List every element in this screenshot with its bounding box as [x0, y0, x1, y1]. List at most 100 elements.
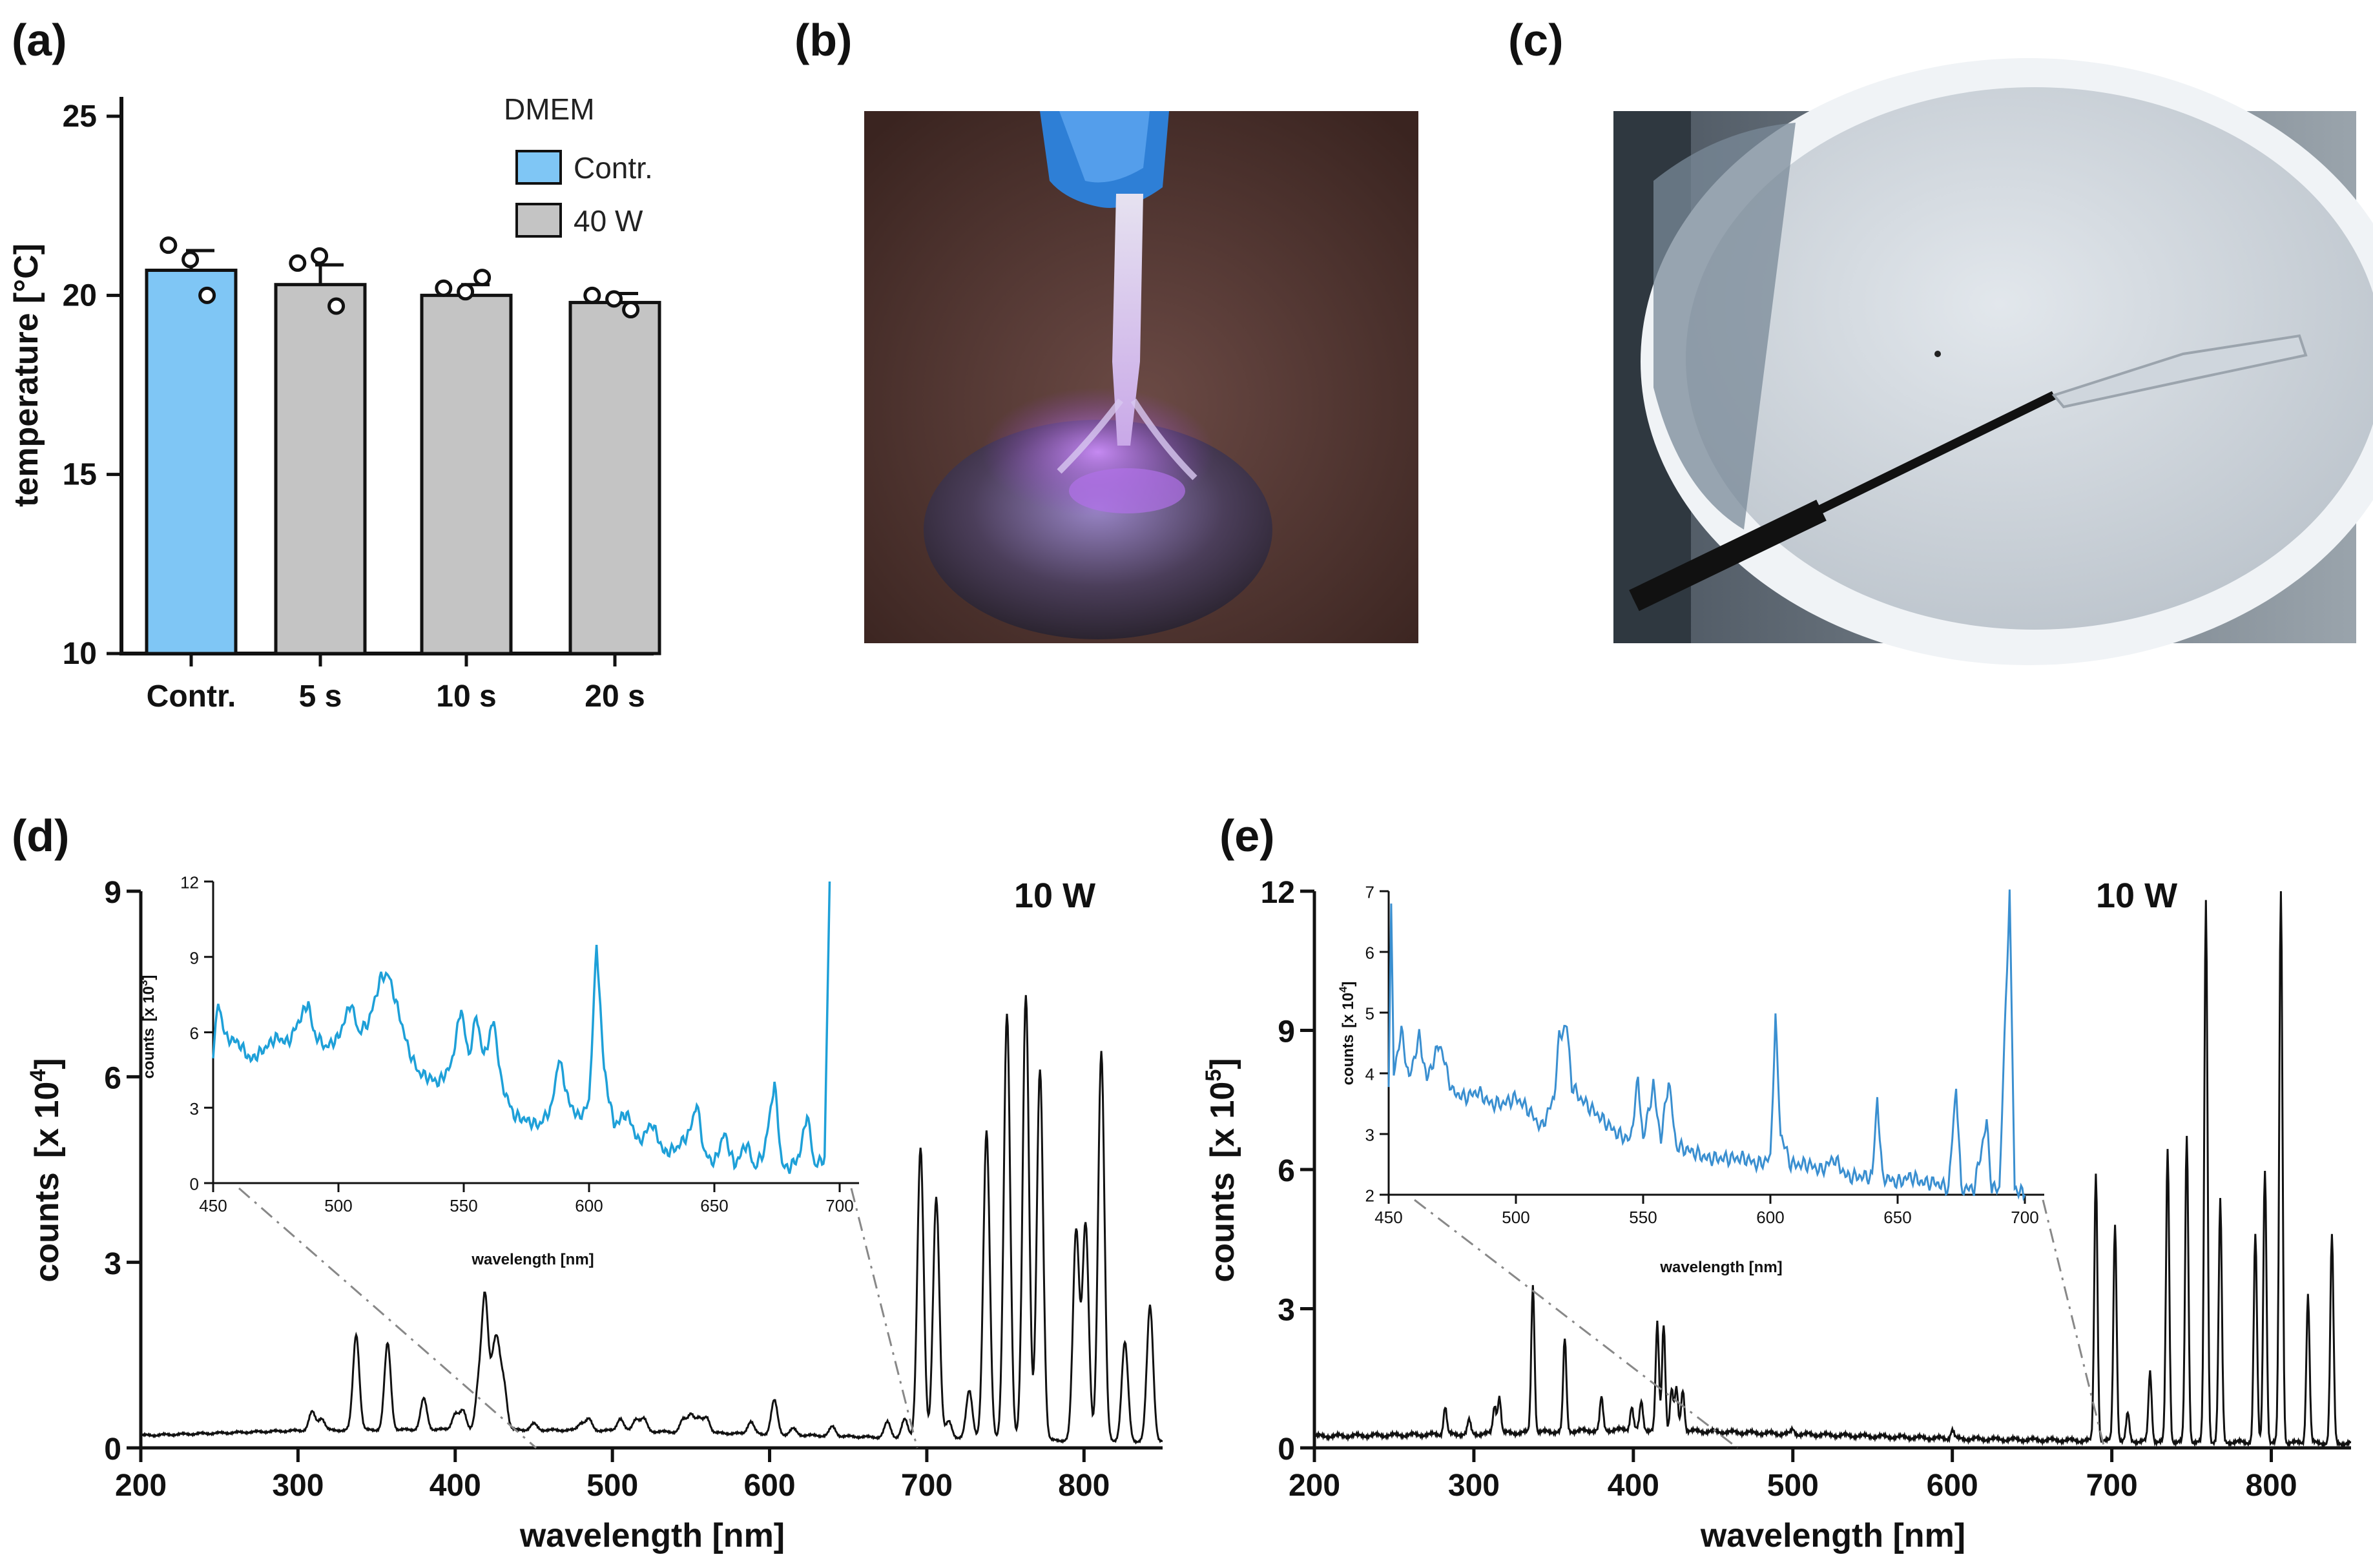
zoom-guide-right [850, 1188, 918, 1449]
probe-photo [1613, 58, 2373, 665]
y-axis-title: counts [x 104] [26, 1058, 66, 1282]
x-tick-label: 700 [825, 1196, 853, 1215]
x-axis-title: wavelength [nm] [1700, 1517, 1965, 1554]
y-tick-label: 4 [1365, 1065, 1374, 1084]
x-tick-label: 800 [1058, 1469, 1110, 1503]
data-point [605, 290, 623, 308]
zoom-guide-right [2042, 1199, 2106, 1449]
y-tick-label: 6 [190, 1024, 199, 1043]
data-point [622, 301, 640, 319]
panel-label-d: (d) [12, 810, 69, 861]
data-point [198, 286, 216, 304]
x-tick-label: 5 s [299, 679, 342, 714]
y-axis-title-exp: 4 [26, 1069, 50, 1082]
x-tick-label: 500 [1502, 1208, 1529, 1227]
x-tick-label: 400 [1608, 1469, 1659, 1503]
data-point [160, 236, 178, 254]
zoom-guide-left [238, 1187, 537, 1449]
y-axis-title-close: ] [28, 1058, 66, 1069]
y-tick-label: 20 [63, 278, 97, 313]
x-tick-label: 10 s [436, 679, 496, 714]
spectrum-inset-e: 2 3 4 5 6 7 450 500 550 600 650 700 wavelength [nm… [1337, 883, 2044, 1276]
inset-x-axis-title: wavelength [nm] [1659, 1259, 1782, 1276]
x-tick-label: 700 [2011, 1208, 2038, 1227]
x-tick-label: 550 [1629, 1208, 1657, 1227]
legend-swatch-contr [515, 150, 562, 185]
spectrum-series [1313, 891, 2352, 1450]
y-tick-label: 0 [1278, 1432, 1295, 1467]
panel-label-a: (a) [12, 15, 67, 65]
y-axis-title: counts [x 105] [1201, 1058, 1241, 1282]
temperature-bar-chart: 10 15 20 25 Contr. 5 s 10 s 20 s temperature [… [8, 92, 661, 714]
bar-5 s [274, 283, 367, 655]
inset-y-title-main: counts [140, 1028, 158, 1079]
inset-y-title-close: ] [1340, 982, 1357, 987]
y-axis-title-main: counts [1204, 1172, 1241, 1282]
inset-y-title-unit: [x 10 [1340, 993, 1357, 1028]
y-tick-label: 0 [190, 1175, 199, 1194]
y-axis-title-close: ] [1204, 1058, 1241, 1069]
bar-Contr. [145, 269, 238, 655]
legend-label-contr: Contr. [574, 151, 653, 185]
x-tick-label: 700 [901, 1469, 953, 1503]
data-point [289, 254, 307, 272]
x-tick-label: 650 [1883, 1208, 1911, 1227]
data-point [583, 286, 601, 304]
data-point [435, 279, 453, 297]
x-tick-label: 600 [1927, 1469, 1978, 1503]
x-tick-label: 450 [199, 1196, 227, 1215]
y-tick-label: 3 [1365, 1126, 1374, 1145]
y-tick-label: 3 [1278, 1294, 1295, 1328]
y-tick-label: 6 [1278, 1154, 1295, 1188]
y-tick-label: 5 [1365, 1004, 1374, 1024]
x-tick-label: 20 s [585, 679, 645, 714]
inset-y-title-unit: [x 10 [140, 986, 158, 1022]
y-tick-label: 0 [104, 1432, 121, 1467]
y-axis-title-exp: 5 [1201, 1069, 1226, 1082]
x-tick-label: 600 [743, 1469, 795, 1503]
inset-y-axis-title: counts [x 103] [138, 975, 158, 1079]
power-label: 10 W [2096, 876, 2177, 915]
inset-y-title-exp: 4 [1337, 986, 1349, 993]
inset-y-title-exp: 3 [138, 980, 150, 986]
panel-label-b: (b) [794, 15, 852, 65]
y-tick-label: 12 [180, 873, 199, 892]
bar-20 s [568, 300, 661, 655]
x-tick-label: 550 [450, 1196, 477, 1215]
data-point [327, 297, 346, 315]
legend-swatch-40w [515, 203, 562, 238]
x-tick-label: 300 [1448, 1469, 1500, 1503]
inset-y-title-main: counts [1340, 1035, 1357, 1086]
x-tick-label: 500 [324, 1196, 352, 1215]
y-tick-label: 6 [1365, 944, 1374, 963]
y-tick-label: 9 [104, 876, 121, 910]
x-tick-label: 200 [115, 1469, 167, 1503]
y-tick-label: 12 [1261, 876, 1295, 910]
data-point [457, 283, 475, 301]
x-tick-label: 500 [1767, 1469, 1819, 1503]
power-label: 10 W [1014, 876, 1095, 915]
y-axis-title-main: counts [28, 1172, 66, 1282]
y-tick-label: 10 [63, 637, 97, 671]
x-tick-label: 700 [2086, 1469, 2138, 1503]
y-tick-label: 7 [1365, 883, 1374, 902]
y-tick-label: 2 [1365, 1186, 1374, 1206]
plasma-jet-photo [864, 111, 1418, 643]
y-tick-label: 3 [190, 1099, 199, 1119]
x-tick-label: 400 [430, 1469, 481, 1503]
y-tick-label: 9 [1278, 1015, 1295, 1049]
y-tick-label: 15 [63, 458, 97, 492]
panel-label-e: (e) [1219, 810, 1275, 861]
y-axis-title: temperature [°C] [8, 243, 45, 507]
bar-10 s [420, 293, 513, 655]
x-tick-label: 650 [700, 1196, 728, 1215]
x-tick-label: 500 [586, 1469, 638, 1503]
legend: DMEM Contr. 40 W [504, 92, 653, 238]
inset-spectrum-series [212, 881, 831, 1174]
spectrum-inset-d: 0 3 6 9 12 450 500 550 600 650 700 wavelength [nm… [138, 873, 859, 1268]
y-tick-label: 25 [63, 99, 97, 134]
data-point [473, 269, 492, 287]
zoom-guide-left [1414, 1199, 1738, 1449]
